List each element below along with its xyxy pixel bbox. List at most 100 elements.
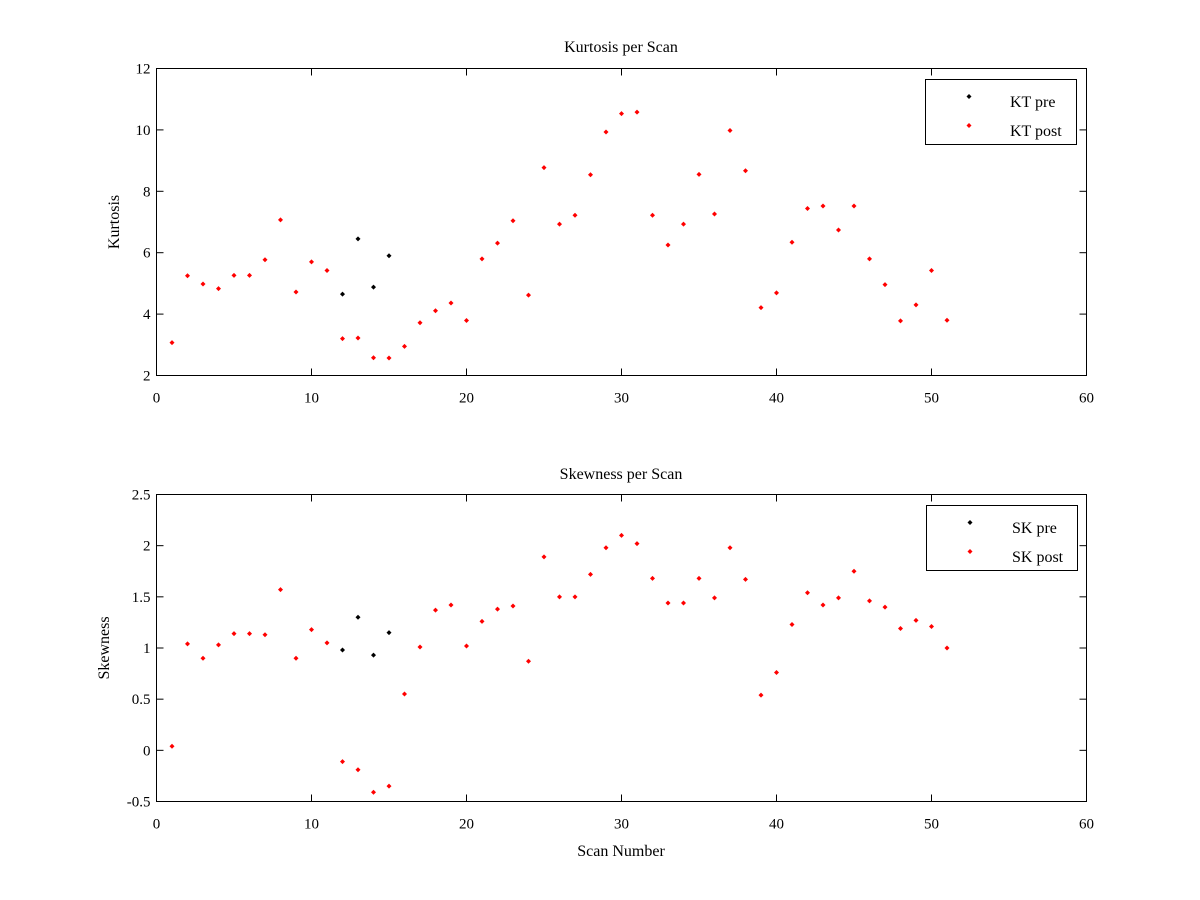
data-point-sk-post — [727, 545, 733, 551]
data-point-sk-post — [526, 658, 531, 664]
data-point-kt-post — [324, 268, 330, 274]
data-point-sk-post — [309, 627, 314, 633]
data-point-kt-post — [464, 318, 469, 324]
data-point-sk-post — [557, 594, 562, 600]
data-point-sk-post — [185, 641, 190, 647]
kurtosis-legend: KT pre KT post — [925, 79, 1077, 145]
data-point-sk-post — [169, 743, 175, 749]
skewness-x-tick-label: 40 — [769, 817, 784, 833]
data-point-sk-post — [743, 576, 748, 582]
data-point-kt-post — [603, 129, 609, 135]
data-point-sk-post — [340, 759, 345, 765]
skewness-legend-box — [926, 505, 1078, 571]
data-point-kt-post — [681, 221, 686, 227]
data-point-sk-post — [464, 643, 469, 649]
skewness-x-tick-label: 0 — [153, 817, 161, 833]
data-point-sk-post — [712, 595, 717, 601]
skewness-y-tick-label: 1 — [143, 641, 151, 657]
data-point-kt-post — [340, 336, 345, 342]
data-point-sk-post — [448, 602, 454, 608]
skewness-x-tick-label: 20 — [459, 817, 474, 833]
data-point-sk-post — [944, 645, 950, 651]
data-point-kt-post — [851, 203, 857, 209]
kurtosis-chart-title: Kurtosis per Scan — [564, 39, 678, 56]
data-point-sk-post — [479, 618, 485, 624]
skewness-x-axis-label: Scan Number — [577, 843, 665, 860]
data-point-sk-post — [898, 626, 903, 632]
data-point-sk-post — [665, 600, 671, 606]
data-point-kt-post — [929, 268, 934, 274]
data-point-sk-post — [929, 624, 934, 630]
data-point-sk-post — [681, 600, 686, 606]
data-point-sk-post — [293, 655, 299, 661]
data-point-kt-post — [526, 292, 531, 298]
data-point-kt-post — [216, 286, 221, 292]
skewness-y-axis-label: Skewness — [96, 616, 113, 679]
data-point-sk-post — [603, 545, 609, 551]
data-point-kt-pre — [371, 284, 376, 290]
data-point-sk-post — [696, 575, 702, 581]
data-point-sk-post — [247, 631, 252, 637]
data-point-kt-post — [448, 300, 454, 306]
data-point-sk-post — [402, 691, 407, 697]
data-point-kt-post — [619, 111, 624, 117]
skewness-x-tick-label: 60 — [1079, 817, 1094, 833]
data-point-kt-post — [200, 281, 206, 287]
data-point-kt-post — [758, 305, 764, 311]
legend-label-sk-pre: SK pre — [1012, 520, 1057, 537]
data-point-kt-post — [247, 272, 252, 278]
kurtosis-ticks: 0 10 20 30 40 50 60 2 4 6 8 10 12 — [136, 62, 1095, 407]
legend-marker-sk-pre — [967, 520, 973, 525]
data-point-kt-post — [727, 128, 733, 134]
data-point-kt-post — [944, 317, 950, 323]
data-point-sk-post — [386, 783, 392, 789]
data-point-sk-post — [634, 541, 640, 547]
kurtosis-y-tick-label: 4 — [143, 307, 151, 323]
kurtosis-y-axis-label: Kurtosis — [106, 195, 123, 249]
data-point-sk-post — [371, 789, 376, 795]
data-point-kt-post — [650, 212, 655, 218]
skewness-x-tick-label: 10 — [304, 817, 319, 833]
data-point-sk-post — [789, 621, 795, 627]
kurtosis-x-tick-label: 0 — [153, 391, 161, 407]
data-point-sk-post — [588, 571, 593, 577]
data-point-kt-post — [402, 343, 407, 349]
data-point-sk-post — [851, 568, 857, 574]
kurtosis-y-tick-label: 12 — [136, 62, 151, 78]
data-point-sk-post — [510, 603, 516, 609]
skewness-y-tick-label: 1.5 — [132, 590, 151, 606]
data-point-kt-post — [479, 256, 485, 262]
data-point-kt-post — [278, 217, 283, 223]
data-point-kt-post — [231, 272, 237, 278]
data-point-sk-post — [541, 554, 547, 560]
data-point-kt-post — [820, 203, 826, 209]
data-point-sk-post — [805, 590, 810, 596]
data-point-sk-post — [324, 640, 330, 646]
data-point-sk-post — [650, 575, 655, 581]
data-point-kt-post — [433, 308, 438, 314]
data-point-kt-post — [169, 340, 175, 346]
data-point-kt-post — [805, 205, 810, 211]
data-point-sk-post — [355, 767, 361, 773]
skewness-x-tick-label: 50 — [924, 817, 939, 833]
data-point-sk-post — [913, 617, 919, 623]
skewness-y-tick-label: 0 — [143, 743, 151, 759]
data-point-kt-pre — [355, 236, 361, 242]
data-point-kt-post — [371, 355, 376, 361]
kurtosis-x-tick-label: 20 — [459, 391, 474, 407]
data-point-sk-pre — [355, 614, 361, 620]
kurtosis-y-tick-label: 2 — [143, 369, 151, 385]
data-point-sk-post — [417, 644, 423, 650]
data-point-sk-post — [278, 587, 283, 593]
data-point-sk-post — [216, 642, 221, 648]
kurtosis-markers — [169, 109, 950, 361]
skewness-y-tick-label: 0.5 — [132, 692, 151, 708]
skewness-ticks: 0 10 20 30 40 50 60-0.500.511.522.5 — [127, 488, 1094, 833]
data-point-kt-pre — [340, 291, 345, 297]
data-point-sk-post — [572, 594, 578, 600]
data-point-kt-post — [743, 168, 748, 174]
data-point-kt-post — [882, 282, 888, 288]
legend-marker-sk-post — [967, 549, 973, 554]
kurtosis-y-tick-label: 6 — [143, 246, 151, 262]
